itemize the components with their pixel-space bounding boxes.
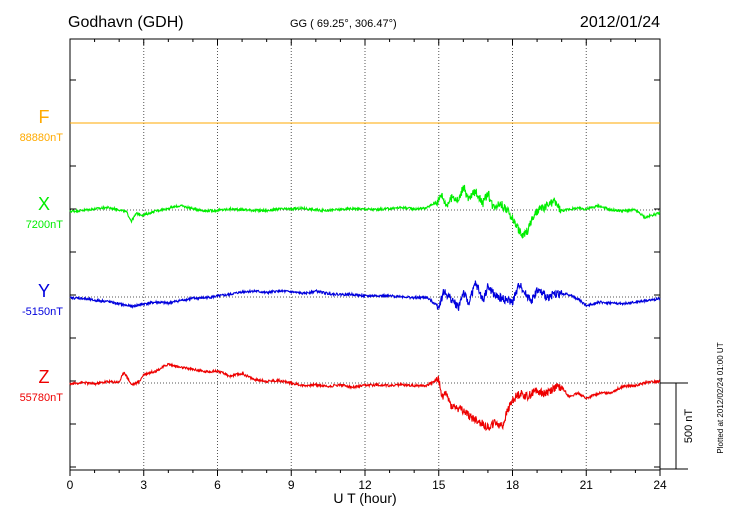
- series-line-x: [69, 184, 661, 240]
- series-name-z: Z: [39, 367, 50, 387]
- x-tick-label: 9: [288, 478, 295, 492]
- x-tick-label: 21: [580, 478, 594, 492]
- series-line-z: [69, 362, 661, 432]
- series-baseline-x: 7200nT: [26, 219, 64, 231]
- series-name-y: Y: [38, 281, 50, 301]
- series-baseline-z: 55780nT: [20, 392, 64, 404]
- series-lines: [69, 122, 661, 432]
- series-baseline-y: -5150nT: [22, 306, 63, 318]
- date-label: 2012/01/24: [580, 14, 660, 31]
- x-tick-label: 18: [506, 478, 520, 492]
- x-tick-label: 12: [358, 478, 372, 492]
- scale-bar-label: 500 nT: [683, 409, 695, 444]
- x-tick-label: 0: [67, 478, 74, 492]
- x-tick-label: 24: [653, 478, 667, 492]
- series-baseline-f: 88880nT: [20, 132, 64, 144]
- x-tick-labels: 0 3 6 9 12 15 18 21 24: [67, 478, 667, 492]
- series-line-y: [69, 280, 661, 311]
- grid: [70, 39, 660, 470]
- x-tick-label: 15: [432, 478, 446, 492]
- scale-bar: 500 nT: [660, 382, 695, 470]
- axis-ticks: [69, 39, 661, 476]
- series-name-x: X: [38, 194, 50, 214]
- plotted-note: Plotted at 2012/02/24 01:00 UT: [716, 342, 725, 453]
- x-axis-label: U T (hour): [333, 490, 396, 506]
- x-tick-label: 6: [214, 478, 221, 492]
- station-coords: GG ( 69.25°, 306.47°): [290, 18, 397, 30]
- station-title: Godhavn (GDH): [68, 14, 184, 31]
- series-labels: F 88880nT X 7200nT Y -5150nT Z 55780nT: [20, 107, 64, 404]
- series-name-f: F: [39, 107, 50, 127]
- x-tick-label: 3: [140, 478, 147, 492]
